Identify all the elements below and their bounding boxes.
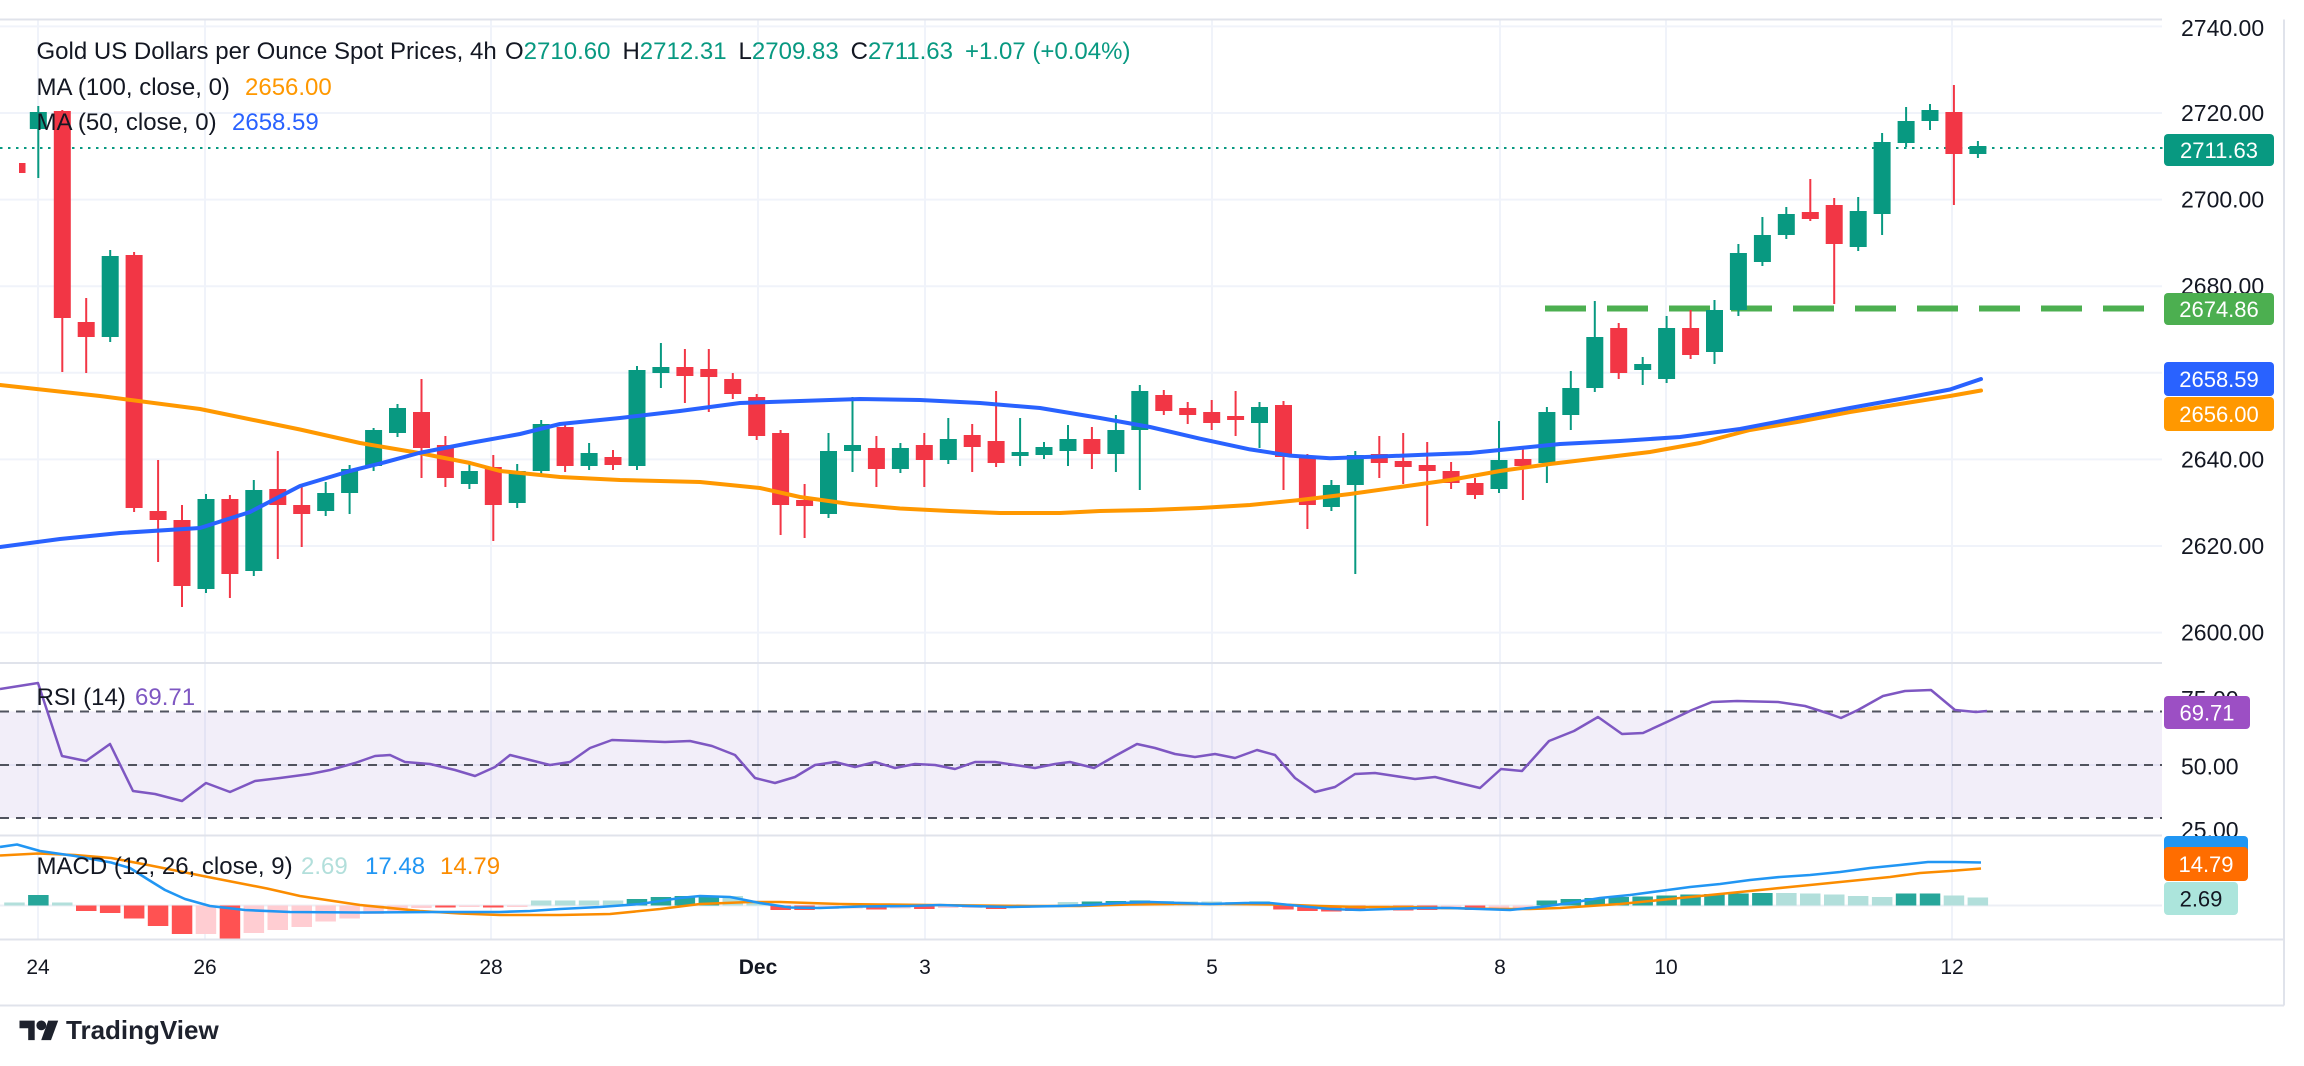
svg-text:8: 8 (1494, 956, 1506, 979)
svg-text:12: 12 (1940, 956, 1963, 979)
svg-text:2674.86: 2674.86 (2179, 297, 2259, 322)
svg-text:3: 3 (919, 956, 931, 979)
svg-text:MACD (12, 26, close, 9): MACD (12, 26, close, 9) (37, 853, 293, 880)
svg-text:O2710.60 H2712.31 L2709.83 C27: O2710.60 H2712.31 L2709.83 C2711.63 +1.0… (505, 38, 1130, 65)
svg-text:2658.59: 2658.59 (232, 109, 319, 136)
svg-text:50.00: 50.00 (2181, 754, 2239, 780)
svg-text:28: 28 (479, 956, 502, 979)
svg-text:2.69: 2.69 (2180, 887, 2223, 912)
svg-text:5: 5 (1206, 956, 1218, 979)
svg-text:2.69: 2.69 (301, 853, 348, 880)
svg-text:14.79: 14.79 (2178, 852, 2233, 877)
svg-text:2711.63: 2711.63 (2180, 138, 2258, 163)
svg-text:TradingView: TradingView (66, 1015, 219, 1045)
svg-text:RSI (14): RSI (14) (37, 684, 126, 711)
svg-text:17.48: 17.48 (365, 853, 425, 880)
svg-text:Gold US Dollars per Ounce Spot: Gold US Dollars per Ounce Spot Prices, 4… (37, 38, 497, 65)
svg-text:2600.00: 2600.00 (2181, 620, 2264, 646)
svg-text:MA (50, close, 0): MA (50, close, 0) (37, 109, 217, 136)
svg-text:2640.00: 2640.00 (2181, 446, 2264, 472)
svg-text:26: 26 (193, 956, 216, 979)
svg-text:MA (100, close, 0): MA (100, close, 0) (37, 74, 230, 101)
svg-text:2700.00: 2700.00 (2181, 187, 2264, 213)
svg-text:69.71: 69.71 (2179, 701, 2234, 726)
svg-text:2658.59: 2658.59 (2179, 367, 2259, 392)
svg-text:Dec: Dec (739, 956, 778, 979)
svg-text:2720.00: 2720.00 (2181, 100, 2264, 126)
svg-text:2656.00: 2656.00 (245, 74, 332, 101)
svg-text:2740.00: 2740.00 (2181, 15, 2264, 41)
svg-text:2656.00: 2656.00 (2179, 402, 2259, 427)
svg-text:69.71: 69.71 (135, 684, 195, 711)
svg-text:2620.00: 2620.00 (2181, 533, 2264, 559)
svg-text:24: 24 (26, 956, 50, 979)
svg-text:10: 10 (1654, 956, 1677, 979)
svg-text:14.79: 14.79 (440, 853, 500, 880)
